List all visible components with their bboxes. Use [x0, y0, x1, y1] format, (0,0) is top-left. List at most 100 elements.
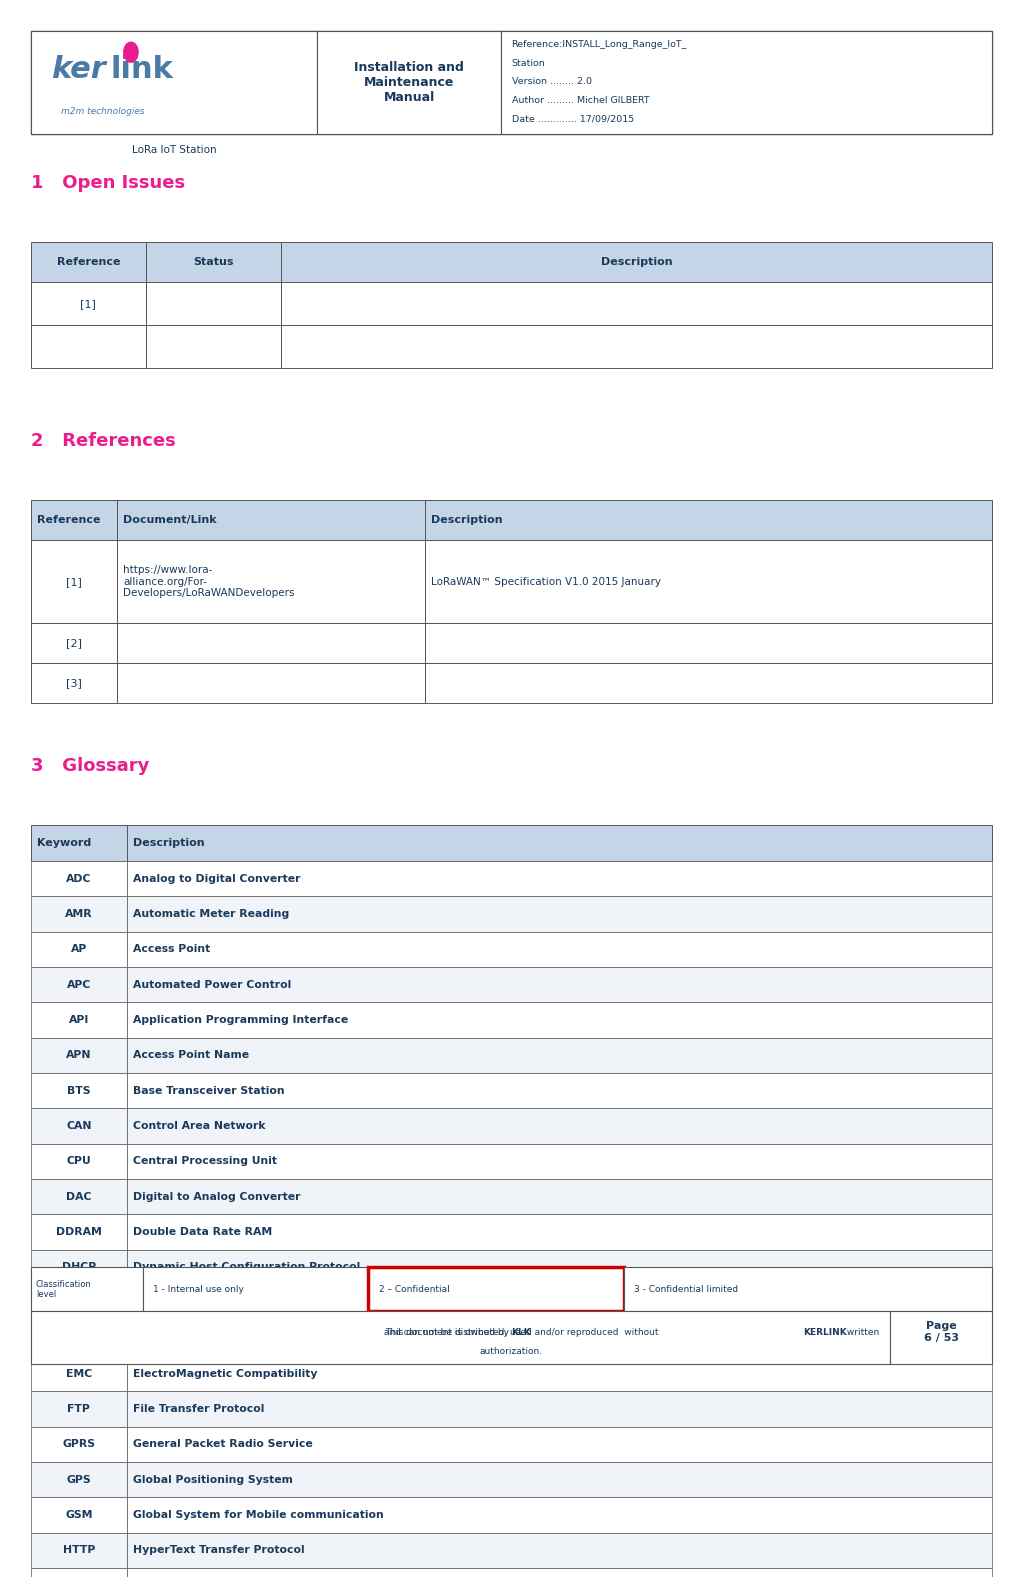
Bar — [31, 1285, 127, 1320]
Bar — [127, 1072, 992, 1109]
Text: [2]: [2] — [65, 639, 82, 648]
Bar — [127, 1180, 992, 1214]
Bar — [127, 1249, 992, 1285]
Bar — [425, 541, 992, 623]
Text: Version ........ 2.0: Version ........ 2.0 — [512, 77, 591, 87]
Text: Document/Link: Document/Link — [124, 516, 217, 525]
Bar — [31, 282, 146, 325]
Text: GPS: GPS — [66, 1474, 91, 1484]
Text: FTP: FTP — [68, 1404, 90, 1415]
Text: ker: ker — [51, 55, 106, 84]
Bar — [31, 325, 146, 367]
Text: Digital to Analog Converter: Digital to Analog Converter — [133, 1192, 301, 1202]
Bar — [31, 500, 118, 541]
Text: Equivalent Isotropically Radiated Power: Equivalent Isotropically Radiated Power — [133, 1333, 377, 1344]
Bar — [31, 32, 992, 134]
Text: link: link — [110, 55, 173, 84]
Text: General Packet Radio Service: General Packet Radio Service — [133, 1440, 313, 1449]
Bar — [280, 325, 992, 367]
Bar — [890, 1310, 992, 1364]
Bar — [127, 1038, 992, 1072]
Bar — [31, 1003, 127, 1038]
Text: Reference: Reference — [37, 516, 100, 525]
Bar — [118, 541, 425, 623]
Text: BTS: BTS — [68, 1085, 90, 1096]
Bar — [31, 1391, 127, 1427]
Text: https://www.lora-
alliance.org/For-
Developers/LoRaWANDevelopers: https://www.lora- alliance.org/For- Deve… — [124, 565, 295, 598]
Text: 3   Glossary: 3 Glossary — [31, 757, 149, 774]
Bar — [31, 1143, 127, 1180]
Bar — [31, 1072, 127, 1109]
Text: LoRaWAN™ Specification V1.0 2015 January: LoRaWAN™ Specification V1.0 2015 January — [431, 577, 661, 587]
Bar — [146, 325, 280, 367]
Bar — [127, 1568, 992, 1577]
Bar — [31, 932, 127, 967]
Bar — [624, 1268, 992, 1310]
Bar — [31, 1497, 127, 1533]
Text: ADC: ADC — [66, 874, 91, 883]
Text: Keyword: Keyword — [37, 837, 91, 848]
Bar — [31, 1462, 127, 1497]
Text: EIRP: EIRP — [64, 1333, 93, 1344]
Text: 2 – Confidential: 2 – Confidential — [379, 1285, 449, 1293]
Text: Description: Description — [601, 257, 672, 268]
Bar — [425, 623, 992, 662]
Text: LoRa IoT Station: LoRa IoT Station — [132, 145, 216, 156]
Text: Central Processing Unit: Central Processing Unit — [133, 1156, 277, 1167]
Bar — [127, 1497, 992, 1533]
Bar — [127, 1533, 992, 1568]
Bar — [127, 1356, 992, 1391]
Bar — [280, 243, 992, 282]
Text: APN: APN — [66, 1050, 91, 1060]
Bar — [31, 1320, 127, 1356]
Bar — [280, 282, 992, 325]
Bar — [31, 825, 127, 861]
Text: HyperText Transfer Protocol: HyperText Transfer Protocol — [133, 1545, 305, 1555]
Bar — [127, 1143, 992, 1180]
Bar — [31, 623, 118, 662]
Text: DDRAM: DDRAM — [56, 1227, 101, 1236]
Circle shape — [124, 43, 138, 62]
Text: DAC: DAC — [66, 1192, 91, 1202]
Bar — [31, 1356, 127, 1391]
Text: 3 - Confidential limited: 3 - Confidential limited — [634, 1285, 739, 1293]
Bar — [118, 662, 425, 703]
Text: This document is owned by: This document is owned by — [385, 1328, 512, 1337]
Text: Page
6 / 53: Page 6 / 53 — [924, 1322, 959, 1344]
Text: Access Point: Access Point — [133, 945, 211, 954]
Text: KLK: KLK — [512, 1328, 531, 1337]
Bar — [31, 662, 118, 703]
Text: Global System for Mobile communication: Global System for Mobile communication — [133, 1509, 384, 1520]
Bar — [146, 243, 280, 282]
Bar — [31, 541, 118, 623]
Bar — [501, 32, 992, 134]
Text: Control Area Network: Control Area Network — [133, 1121, 266, 1131]
Bar — [31, 1214, 127, 1249]
Text: Dynamic Host Configuration Protocol: Dynamic Host Configuration Protocol — [133, 1263, 360, 1273]
Bar — [127, 896, 992, 932]
Text: Date ............. 17/09/2015: Date ............. 17/09/2015 — [512, 115, 634, 123]
Text: Author ......... Michel GILBERT: Author ......... Michel GILBERT — [512, 96, 650, 106]
Bar — [127, 1214, 992, 1249]
Bar — [31, 32, 317, 134]
Bar — [31, 1568, 127, 1577]
Bar — [127, 1320, 992, 1356]
Text: 1 - Internal use only: 1 - Internal use only — [153, 1285, 244, 1293]
Bar — [127, 1109, 992, 1143]
Bar — [317, 32, 501, 134]
Text: 1   Open Issues: 1 Open Issues — [31, 173, 185, 192]
Text: Automatic Meter Reading: Automatic Meter Reading — [133, 908, 290, 919]
Bar — [118, 623, 425, 662]
Bar — [127, 1003, 992, 1038]
Text: AMR: AMR — [64, 908, 93, 919]
Bar — [31, 1249, 127, 1285]
Text: Automated Power Control: Automated Power Control — [133, 979, 292, 990]
Text: Double Data Rate RAM: Double Data Rate RAM — [133, 1227, 272, 1236]
Bar — [127, 1427, 992, 1462]
Text: ElectroMagnetic Compatibility: ElectroMagnetic Compatibility — [133, 1369, 317, 1378]
Bar — [127, 967, 992, 1003]
Text: DHCP: DHCP — [61, 1263, 96, 1273]
Text: [1]: [1] — [81, 298, 96, 309]
Text: Station: Station — [512, 58, 545, 68]
Bar — [31, 1427, 127, 1462]
